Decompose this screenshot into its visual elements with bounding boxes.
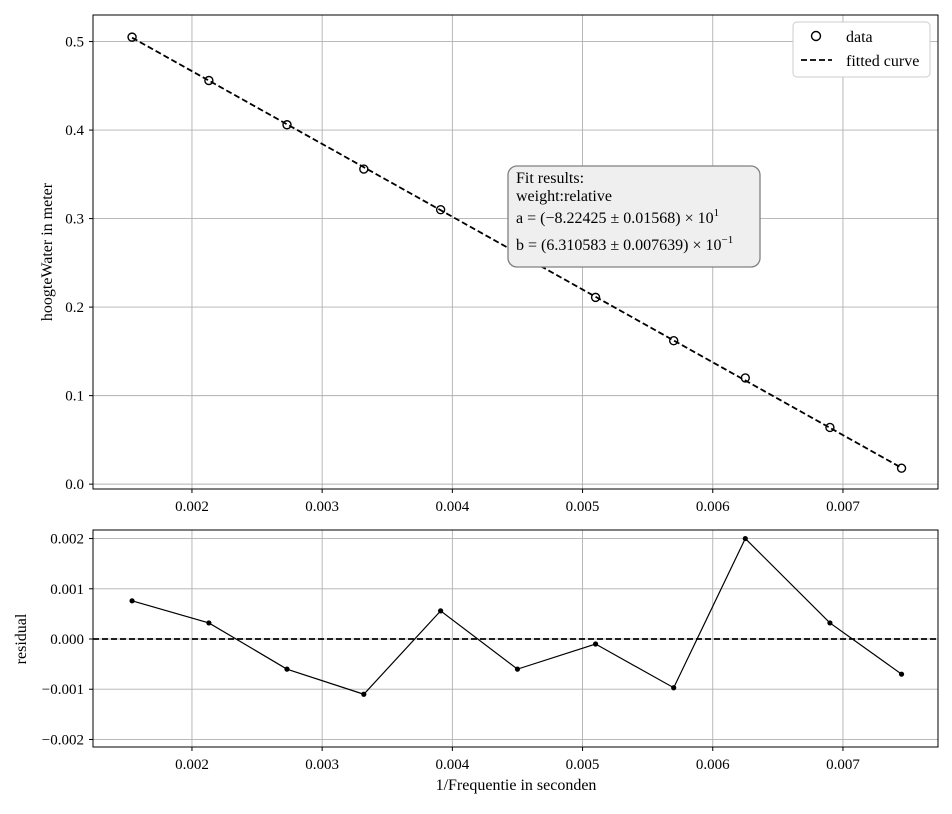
fit-y-axis-label: hoogteWater in meter bbox=[39, 182, 56, 321]
fit-panel: 0.002 0.003 0.004 0.005 0.006 0.007 0.0 0.1 0.2… bbox=[39, 14, 939, 515]
y-tick-label: 0.3 bbox=[65, 212, 84, 228]
fitted-curve-line bbox=[131, 36, 902, 469]
x-tick-label: 0.004 bbox=[435, 499, 469, 515]
x-tick-label: 0.006 bbox=[696, 757, 730, 773]
fit-y-ticks: 0.0 0.1 0.2 0.3 0.4 0.5 bbox=[65, 35, 93, 493]
fit-param-a: a = (−8.22425 ± 0.01568) × 101 bbox=[516, 207, 719, 227]
residual-series bbox=[129, 535, 905, 697]
residual-axes-frame bbox=[92, 529, 939, 748]
legend-data-marker bbox=[810, 30, 822, 42]
x-tick-label: 0.002 bbox=[175, 757, 209, 773]
fitted-curve bbox=[131, 36, 902, 469]
data-point bbox=[127, 32, 137, 42]
data-point bbox=[204, 75, 214, 86]
legend-entry-fitted-curve: fitted curve bbox=[846, 53, 919, 70]
residual-point bbox=[206, 620, 212, 626]
fit-results-background bbox=[507, 165, 761, 268]
fit-results-weight: weight:relative bbox=[516, 188, 612, 205]
residual-point bbox=[742, 535, 748, 542]
x-tick-label: 0.003 bbox=[305, 757, 339, 773]
data-point bbox=[896, 463, 907, 473]
residual-point bbox=[284, 666, 290, 672]
y-tick-label: 0.1 bbox=[65, 389, 84, 405]
data-points bbox=[127, 32, 907, 473]
y-tick-label: 0.2 bbox=[65, 300, 84, 316]
y-tick-label: 0.0 bbox=[65, 477, 84, 493]
residual-point bbox=[438, 608, 444, 614]
y-tick-label: 0.5 bbox=[65, 35, 84, 51]
legend-entry-data: data bbox=[846, 29, 873, 46]
residual-point bbox=[361, 691, 367, 697]
residual-point bbox=[514, 666, 521, 672]
residual-x-axis-label: 1/Frequentie in seconden bbox=[436, 777, 597, 794]
fit-param-b-text: b = (6.310583 ± 0.007639) × 10 bbox=[516, 237, 721, 254]
y-tick-label: 0.001 bbox=[50, 582, 84, 598]
data-point bbox=[435, 205, 446, 215]
data-point bbox=[668, 336, 679, 346]
fit-param-a-exponent: 1 bbox=[714, 207, 720, 219]
y-tick-label: 0.002 bbox=[50, 532, 84, 548]
x-tick-label: 0.004 bbox=[435, 757, 469, 773]
fit-param-b-exponent: −1 bbox=[721, 234, 733, 246]
data-point bbox=[825, 422, 835, 433]
residual-x-ticks: 0.002 0.003 0.004 0.005 0.006 0.007 bbox=[175, 747, 860, 773]
fit-x-ticks: 0.002 0.003 0.004 0.005 0.006 0.007 bbox=[175, 489, 860, 515]
y-tick-label: 0.4 bbox=[65, 123, 84, 139]
x-tick-label: 0.005 bbox=[566, 757, 600, 773]
data-point bbox=[740, 373, 751, 383]
fit-axes-frame bbox=[92, 14, 939, 490]
data-point bbox=[359, 164, 369, 174]
x-tick-label: 0.007 bbox=[826, 757, 860, 773]
residual-point bbox=[898, 671, 905, 677]
residual-point bbox=[592, 641, 599, 647]
y-tick-label: −0.001 bbox=[42, 682, 84, 698]
residual-point bbox=[827, 620, 833, 626]
y-tick-label: 0.000 bbox=[50, 632, 84, 648]
fit-results-box: Fit results: weight:relative a = (−8.224… bbox=[507, 165, 761, 268]
y-tick-label: −0.002 bbox=[42, 732, 84, 748]
legend: data fitted curve bbox=[792, 21, 931, 78]
x-tick-label: 0.006 bbox=[696, 499, 730, 515]
legend-frame bbox=[792, 21, 931, 78]
fit-results-title: Fit results: bbox=[516, 170, 584, 187]
fit-param-a-text: a = (−8.22425 ± 0.01568) × 10 bbox=[516, 210, 714, 227]
residual-y-ticks: 0.002 0.001 0.000 −0.001 −0.002 bbox=[42, 532, 93, 748]
data-point bbox=[282, 120, 292, 130]
data-point bbox=[590, 292, 601, 303]
x-tick-label: 0.003 bbox=[305, 499, 339, 515]
fit-param-b: b = (6.310583 ± 0.007639) × 10−1 bbox=[516, 234, 733, 254]
residual-y-axis-label: residual bbox=[13, 613, 30, 664]
residual-point bbox=[671, 685, 677, 691]
x-tick-label: 0.002 bbox=[175, 499, 209, 515]
residual-point bbox=[129, 598, 135, 604]
residual-panel: 0.002 0.003 0.004 0.005 0.006 0.007 0.0020.00… bbox=[13, 529, 939, 794]
x-tick-label: 0.007 bbox=[826, 499, 860, 515]
x-tick-label: 0.005 bbox=[566, 499, 600, 515]
